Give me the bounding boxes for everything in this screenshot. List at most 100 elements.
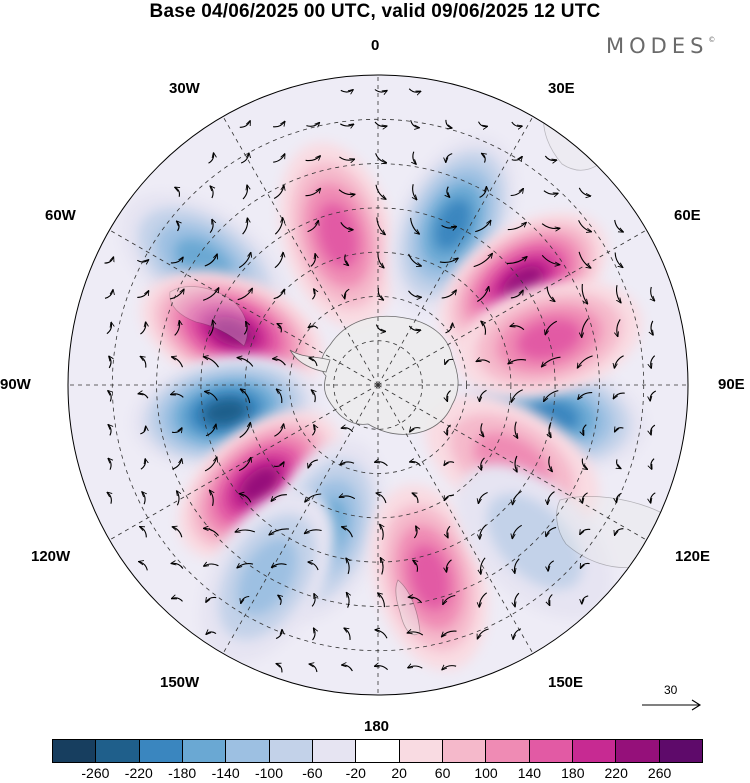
lon-label-120e: 120E <box>675 548 711 565</box>
wind-arrow <box>651 424 656 435</box>
wind-arrow <box>342 665 353 672</box>
wind-arrow <box>511 121 522 126</box>
wind-arrow <box>344 628 351 640</box>
wind-arrow <box>204 528 219 536</box>
colorbar-tick-label: -60 <box>302 765 323 781</box>
wind-arrow <box>578 187 590 196</box>
wind-arrow <box>274 218 282 235</box>
lon-label-90e: 90E <box>718 376 745 393</box>
wind-arrow <box>408 253 422 266</box>
wind-arrow <box>442 666 457 670</box>
wind-arrow <box>410 428 421 432</box>
wind-arrow <box>137 291 148 298</box>
wind-arrow <box>582 492 588 503</box>
wind-arrow <box>473 253 493 268</box>
wind-arrow <box>408 88 421 92</box>
wind-arrow <box>410 462 421 467</box>
colorbar-swatch <box>356 740 400 762</box>
wind-arrow <box>513 628 522 640</box>
wind-arrow <box>104 290 113 299</box>
wind-arrow <box>510 326 525 331</box>
wind-arrow <box>481 321 486 335</box>
wind-arrow <box>140 322 145 335</box>
wind-arrow <box>107 492 111 504</box>
wind-arrow <box>171 563 184 569</box>
wind-arrow <box>445 119 452 128</box>
wind-arrow <box>407 632 424 636</box>
colorbar-tick-label: 260 <box>647 765 672 781</box>
wind-arrow <box>240 389 251 404</box>
wind-arrow <box>273 359 286 366</box>
wind-arrow <box>305 493 322 502</box>
wind-arrow <box>580 562 590 568</box>
wind-arrow <box>508 360 527 364</box>
wind-arrow <box>375 324 385 332</box>
colorbar-swatch <box>96 740 140 762</box>
lon-label-30w: 30W <box>169 80 200 97</box>
colorbar-swatch <box>182 740 227 762</box>
wind-arrow <box>507 222 526 231</box>
wind-arrow <box>139 562 148 571</box>
wind-arrow <box>208 153 214 164</box>
wind-arrow <box>408 597 423 604</box>
wind-arrow <box>238 252 251 269</box>
wind-arrow <box>375 153 387 162</box>
wind-arrow <box>614 252 623 268</box>
colorbar-swatch <box>616 740 660 762</box>
lon-label-60e: 60E <box>674 207 701 224</box>
wind-arrow <box>544 155 556 160</box>
wind-arrow <box>278 595 281 606</box>
lon-label-150e: 150E <box>548 674 584 691</box>
meridian-line <box>109 384 379 541</box>
wind-arrow <box>305 188 321 197</box>
wind-arrow <box>651 286 655 301</box>
wind-arrow <box>310 254 316 267</box>
wind-arrow <box>447 390 451 402</box>
wind-arrow <box>341 428 354 433</box>
wind-arrow <box>209 219 213 234</box>
wind-arrow <box>169 289 184 300</box>
wind-arrow <box>374 666 388 671</box>
wind-arrow <box>340 90 353 92</box>
lon-label-120w: 120W <box>31 548 71 565</box>
colorbar-swatch <box>53 740 97 762</box>
wind-arrow <box>651 320 653 335</box>
colorbar-tick-label: -180 <box>168 765 197 781</box>
anomaly-cell <box>279 142 397 329</box>
colorbar-swatch <box>399 740 443 762</box>
map-title: Base 04/06/2025 00 UTC, valid 09/06/2025… <box>149 1 601 22</box>
wind-arrow <box>479 187 487 198</box>
wind-arrow <box>447 186 450 198</box>
wind-arrow <box>549 422 551 437</box>
wind-arrow <box>172 459 181 470</box>
wind-arrow <box>410 217 420 234</box>
colorbar-tick-label: 100 <box>474 765 498 781</box>
wind-arrow <box>577 355 593 368</box>
map-boundary <box>67 74 689 696</box>
south-america-landmass <box>169 286 248 347</box>
wind-arrow <box>478 491 488 504</box>
wind-arrow <box>374 89 387 93</box>
wind-arrow <box>308 562 319 571</box>
lon-label-60w: 60W <box>45 207 76 224</box>
colorbar-swatch <box>226 740 270 762</box>
meridian-line <box>222 116 379 386</box>
wind-arrow <box>171 394 184 398</box>
wind-arrow <box>308 326 319 329</box>
wind-arrow <box>513 490 522 504</box>
wind-arrow <box>305 156 321 162</box>
wind-arrow <box>412 493 419 504</box>
wind-arrow <box>274 424 283 437</box>
wind-arrow <box>208 320 213 337</box>
wind-arrow <box>273 186 284 199</box>
wind-arrow <box>106 322 112 335</box>
wind-arrow <box>477 121 488 127</box>
latitude-circle <box>156 163 600 607</box>
wind-arrow <box>275 630 282 640</box>
wind-arrow <box>408 666 423 668</box>
wind-arrow <box>308 459 318 468</box>
wind-arrow <box>413 526 417 539</box>
wind-arrow <box>171 428 182 433</box>
lon-label-30e: 30E <box>548 80 575 97</box>
wind-arrow <box>309 664 318 673</box>
